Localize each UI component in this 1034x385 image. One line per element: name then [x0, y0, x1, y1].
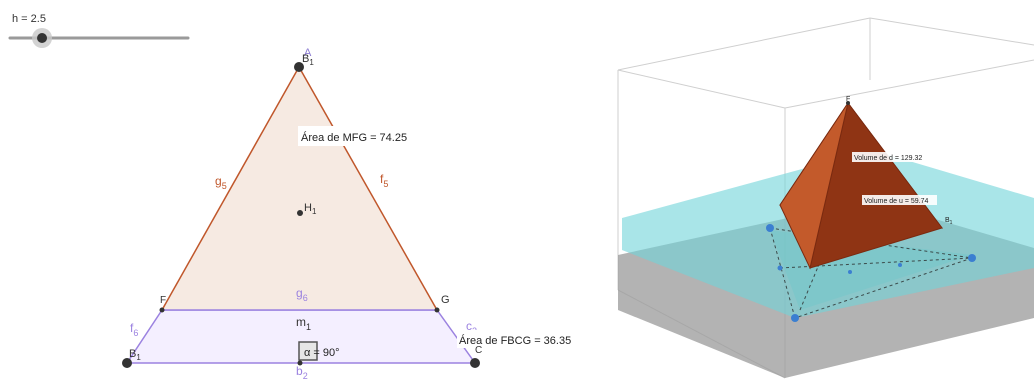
- graphics-view-3d[interactable]: F B1 Volume de d = 129.32 Volume de u = …: [600, 0, 1034, 380]
- label-b1: B1: [129, 348, 141, 362]
- label-apex-overlap: A: [304, 47, 312, 59]
- point-h1[interactable]: [297, 210, 303, 216]
- point-3d-apex[interactable]: [846, 101, 850, 105]
- angle-label: α = 90°: [304, 347, 340, 359]
- point-f[interactable]: [159, 307, 165, 313]
- volume-u-label[interactable]: Volume de u = 59.74: [864, 198, 929, 205]
- point-3d-right[interactable]: [968, 254, 976, 262]
- label-f5: f5: [380, 172, 388, 189]
- point-3d-mid-right[interactable]: [898, 263, 902, 267]
- point-3d-mid-left[interactable]: [777, 265, 783, 271]
- label-h1: H1: [304, 202, 317, 216]
- label-b1-3d: B1: [945, 217, 953, 226]
- point-apex[interactable]: [294, 62, 304, 72]
- point-g[interactable]: [434, 307, 440, 313]
- point-c[interactable]: [470, 358, 480, 368]
- label-g5: g5: [215, 174, 227, 191]
- graphics-3d-canvas[interactable]: F B1 Volume de d = 129.32 Volume de u = …: [600, 0, 1034, 380]
- point-3d-mid[interactable]: [848, 270, 852, 274]
- area-mfg-label[interactable]: Área de MFG = 74.25: [301, 131, 407, 144]
- label-b2: b2: [296, 364, 308, 380]
- point-3d-front[interactable]: [791, 314, 799, 322]
- volume-d-box: [852, 152, 932, 162]
- triangle-mfg[interactable]: [162, 67, 437, 310]
- point-bottom-mid[interactable]: [297, 360, 303, 366]
- slider-knob[interactable]: [37, 33, 48, 43]
- point-3d-left[interactable]: [766, 224, 774, 232]
- graphics-2d-canvas[interactable]: h = 2.5 g5 f5 g6 f6 c2 b2 m1 Área de MFG…: [0, 0, 600, 381]
- area-fbcg-box: [457, 330, 577, 348]
- right-angle-marker[interactable]: [298, 341, 318, 361]
- point-b1[interactable]: [122, 358, 132, 368]
- segment-f5[interactable]: [298, 66, 438, 311]
- label-f6: f6: [130, 321, 138, 338]
- label-m1: m1: [296, 315, 311, 332]
- slider-h[interactable]: h = 2.5: [8, 13, 190, 48]
- area-fbcg-label[interactable]: Área de FBCG = 36.35: [459, 334, 571, 347]
- volume-u-box: [862, 195, 937, 205]
- slider-label: h = 2.5: [12, 13, 46, 25]
- graphics-view-2d[interactable]: h = 2.5 g5 f5 g6 f6 c2 b2 m1 Área de MFG…: [0, 0, 600, 381]
- label-f-3d: F: [846, 96, 850, 103]
- label-g: G: [441, 294, 450, 306]
- volume-d-label[interactable]: Volume de d = 129.32: [854, 155, 922, 162]
- segment-g5[interactable]: [161, 66, 300, 311]
- label-c: C: [475, 345, 482, 356]
- label-apex: B1: [302, 53, 314, 67]
- label-f: F: [160, 295, 166, 306]
- label-g6: g6: [296, 286, 308, 303]
- area-mfg-box: [298, 126, 418, 146]
- pyramid-face-left[interactable]: [779, 102, 849, 270]
